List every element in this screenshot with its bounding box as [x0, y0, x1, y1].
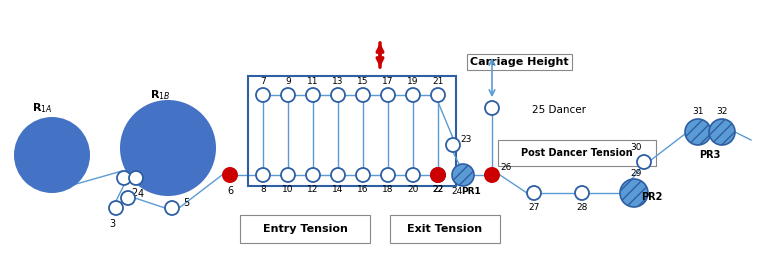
Circle shape — [575, 186, 589, 200]
Circle shape — [331, 168, 345, 182]
Text: 2: 2 — [131, 188, 137, 198]
Text: 22: 22 — [432, 184, 444, 194]
Text: 20: 20 — [407, 184, 419, 194]
Text: 4: 4 — [138, 189, 144, 199]
Text: 12: 12 — [307, 184, 319, 194]
Text: 7: 7 — [260, 77, 266, 87]
Circle shape — [620, 179, 648, 207]
Text: Post Dancer Tension: Post Dancer Tension — [521, 148, 633, 158]
Text: Carriage Height: Carriage Height — [470, 57, 568, 67]
Circle shape — [430, 167, 446, 183]
Text: 27: 27 — [528, 203, 540, 213]
Text: 26: 26 — [500, 164, 511, 172]
Circle shape — [431, 88, 445, 102]
Text: 24: 24 — [452, 186, 462, 196]
Text: 9: 9 — [285, 77, 291, 87]
Text: 22: 22 — [432, 185, 444, 195]
Text: 18: 18 — [382, 184, 394, 194]
Circle shape — [256, 168, 270, 182]
Text: 8: 8 — [260, 184, 266, 194]
Circle shape — [406, 88, 420, 102]
Text: 13: 13 — [333, 77, 344, 87]
Text: R$_{1B}$: R$_{1B}$ — [150, 88, 170, 102]
Circle shape — [356, 88, 370, 102]
Text: 10: 10 — [283, 184, 293, 194]
Circle shape — [431, 168, 445, 182]
Text: 11: 11 — [307, 77, 319, 87]
Text: 23: 23 — [460, 135, 472, 145]
Text: PR1: PR1 — [461, 186, 481, 196]
Circle shape — [117, 171, 131, 185]
Text: 3: 3 — [109, 219, 115, 229]
Circle shape — [165, 201, 179, 215]
Bar — [390, 215, 500, 243]
Bar — [248, 76, 456, 186]
Circle shape — [14, 117, 90, 193]
Circle shape — [406, 168, 420, 182]
Circle shape — [129, 171, 143, 185]
Circle shape — [109, 201, 123, 215]
Circle shape — [381, 168, 395, 182]
Text: 15: 15 — [357, 77, 369, 87]
Text: 28: 28 — [576, 203, 588, 213]
Circle shape — [685, 119, 711, 145]
Circle shape — [306, 88, 320, 102]
Circle shape — [331, 88, 345, 102]
Text: Entry Tension: Entry Tension — [263, 224, 347, 234]
Circle shape — [381, 88, 395, 102]
Text: 29: 29 — [631, 168, 642, 178]
Circle shape — [484, 167, 500, 183]
Bar — [498, 140, 656, 166]
Circle shape — [121, 191, 135, 205]
Circle shape — [281, 168, 295, 182]
Text: PR2: PR2 — [641, 192, 663, 202]
Circle shape — [281, 88, 295, 102]
Text: 5: 5 — [183, 198, 189, 208]
Circle shape — [120, 100, 216, 196]
Text: 31: 31 — [692, 107, 703, 117]
Bar — [240, 215, 370, 243]
Circle shape — [222, 167, 238, 183]
Circle shape — [452, 164, 474, 186]
Circle shape — [485, 101, 499, 115]
Circle shape — [709, 119, 735, 145]
Text: 19: 19 — [407, 77, 419, 87]
Text: Exit Tension: Exit Tension — [408, 224, 482, 234]
Text: 32: 32 — [717, 107, 728, 117]
Circle shape — [256, 88, 270, 102]
Text: 14: 14 — [333, 184, 344, 194]
Text: 21: 21 — [432, 77, 444, 87]
Circle shape — [356, 168, 370, 182]
Circle shape — [306, 168, 320, 182]
Text: 16: 16 — [357, 184, 369, 194]
Text: R$_{1A}$: R$_{1A}$ — [31, 101, 52, 115]
Circle shape — [637, 155, 651, 169]
Text: 17: 17 — [382, 77, 394, 87]
Text: 30: 30 — [631, 144, 642, 152]
Text: PR3: PR3 — [700, 150, 720, 160]
Circle shape — [446, 138, 460, 152]
Text: 25 Dancer: 25 Dancer — [532, 105, 586, 115]
Circle shape — [527, 186, 541, 200]
Text: 6: 6 — [227, 186, 233, 196]
